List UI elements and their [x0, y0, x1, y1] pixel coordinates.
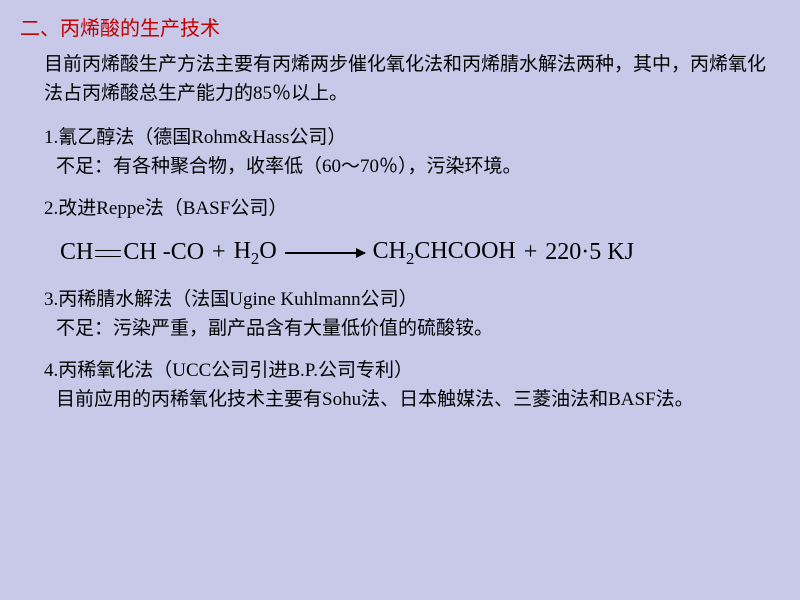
chemical-equation: CHCH -CO + H2O CH2CHCOOH + 220·5 KJ [60, 238, 780, 269]
method-3-title: 3.丙稀腈水解法（法国Ugine Kuhlmann公司） [44, 286, 780, 315]
method-4-detail: 目前应用的丙稀氧化技术主要有Sohu法、日本触媒法、三菱油法和BASF法。 [56, 386, 780, 415]
eq-reactant1: CHCH -CO [60, 239, 204, 266]
eq-product: CH2CHCOOH [373, 238, 516, 269]
method-3: 3.丙稀腈水解法（法国Ugine Kuhlmann公司） 不足：污染严重，副产品… [44, 286, 780, 343]
method-2: 2.改进Reppe法（BASF公司） [44, 195, 780, 224]
eq-water: H2O [234, 238, 277, 269]
method-3-detail: 不足：污染严重，副产品含有大量低价值的硫酸铵。 [56, 315, 780, 344]
eq-energy: 220·5 KJ [545, 239, 634, 266]
method-1-detail: 不足：有各种聚合物，收率低（60～70％），污染环境。 [56, 153, 780, 182]
intro-paragraph: 目前丙烯酸生产方法主要有丙烯两步催化氧化法和丙烯腈水解法两种，其中，丙烯氧化法占… [44, 51, 780, 108]
method-2-title: 2.改进Reppe法（BASF公司） [44, 195, 780, 224]
method-1: 1.氰乙醇法（德国Rohm&Hass公司） 不足：有各种聚合物，收率低（60～7… [44, 124, 780, 181]
eq-plus1: + [212, 239, 226, 266]
eq-plus2: + [524, 239, 538, 266]
method-1-title: 1.氰乙醇法（德国Rohm&Hass公司） [44, 124, 780, 153]
reaction-arrow-icon [285, 252, 365, 254]
method-4-title: 4.丙稀氧化法（UCC公司引进B.P.公司专利） [44, 357, 780, 386]
section-heading: 二、丙烯酸的生产技术 [20, 12, 780, 41]
method-4: 4.丙稀氧化法（UCC公司引进B.P.公司专利） 目前应用的丙稀氧化技术主要有S… [44, 357, 780, 414]
